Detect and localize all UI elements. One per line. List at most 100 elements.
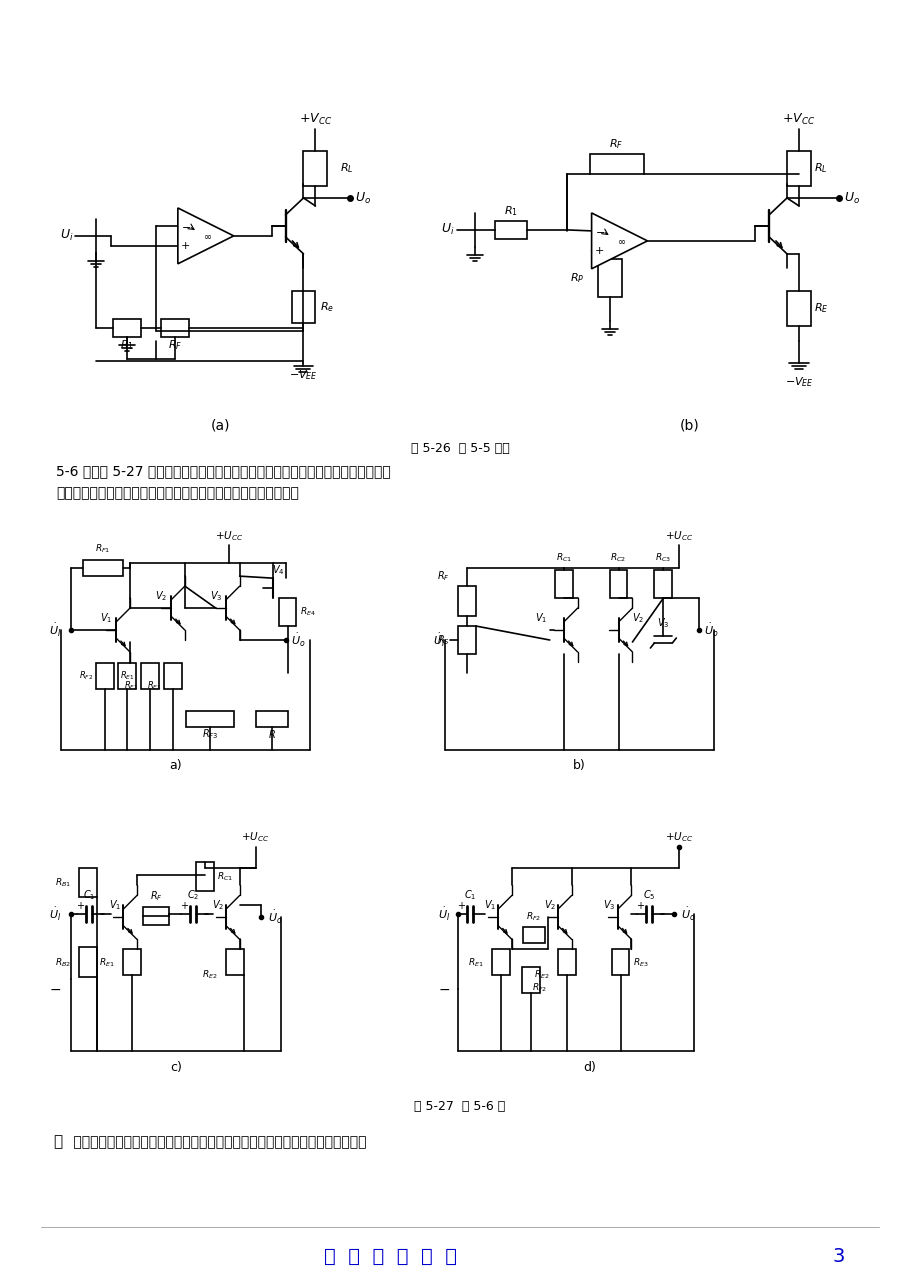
Text: $R_{C3}$: $R_{C3}$ bbox=[654, 553, 671, 564]
Bar bbox=[589, 155, 643, 174]
Bar bbox=[164, 663, 182, 689]
Bar bbox=[554, 571, 572, 598]
Text: $R_{B2}$: $R_{B2}$ bbox=[55, 956, 71, 969]
Bar bbox=[492, 949, 509, 975]
Text: $+U_{CC}$: $+U_{CC}$ bbox=[664, 831, 693, 845]
Bar bbox=[557, 949, 575, 975]
Text: $+V_{CC}$: $+V_{CC}$ bbox=[299, 112, 332, 126]
Text: $+V_{CC}$: $+V_{CC}$ bbox=[781, 112, 814, 126]
Text: $\infty$: $\infty$ bbox=[617, 236, 625, 246]
Text: d): d) bbox=[583, 1060, 596, 1074]
Text: $-V_{EE}$: $-V_{EE}$ bbox=[289, 368, 317, 383]
Text: $+U_{CC}$: $+U_{CC}$ bbox=[214, 529, 243, 544]
Bar bbox=[83, 560, 123, 576]
Text: +: + bbox=[595, 246, 604, 255]
Text: $V_2$: $V_2$ bbox=[154, 589, 167, 603]
Text: $R_{F2}$: $R_{F2}$ bbox=[79, 670, 93, 683]
Text: $\dot{U}_I$: $\dot{U}_I$ bbox=[49, 905, 62, 923]
Text: $R_F$: $R_F$ bbox=[150, 890, 162, 903]
Text: 教  材  配  套  课  件: 教 材 配 套 课 件 bbox=[323, 1247, 456, 1266]
Text: $R_F$: $R_F$ bbox=[167, 337, 182, 352]
Text: $R_e$: $R_e$ bbox=[320, 300, 335, 314]
Text: $V_3$: $V_3$ bbox=[603, 899, 615, 912]
Text: $V_2$: $V_2$ bbox=[543, 899, 555, 912]
Bar bbox=[255, 711, 288, 726]
Text: $\dot{U}_I$: $\dot{U}_I$ bbox=[49, 622, 62, 639]
Bar bbox=[79, 868, 97, 898]
Text: $-$: $-$ bbox=[437, 983, 449, 996]
Bar bbox=[141, 663, 159, 689]
Text: $-$: $-$ bbox=[49, 983, 62, 996]
Text: 5-6 说明图 5-27 所示各电路的反馈类型，并说明哪些可以稳定输出电压；哪些可以: 5-6 说明图 5-27 所示各电路的反馈类型，并说明哪些可以稳定输出电压；哪些… bbox=[56, 465, 391, 478]
Text: $\dot{U}_o$: $\dot{U}_o$ bbox=[681, 905, 695, 923]
Bar bbox=[458, 626, 475, 654]
Bar bbox=[123, 949, 141, 975]
Text: $V_1$: $V_1$ bbox=[535, 612, 547, 625]
Text: $R_{F1}$: $R_{F1}$ bbox=[96, 544, 110, 555]
Text: +: + bbox=[181, 241, 190, 251]
Text: $R_L$: $R_L$ bbox=[340, 161, 354, 175]
Text: $+U_{CC}$: $+U_{CC}$ bbox=[241, 831, 269, 845]
Text: $V_1$: $V_1$ bbox=[100, 612, 112, 625]
Bar bbox=[786, 291, 810, 326]
Bar bbox=[609, 571, 627, 598]
Text: $C_5$: $C_5$ bbox=[642, 889, 655, 903]
Bar bbox=[79, 948, 97, 978]
Text: $R_E$: $R_E$ bbox=[813, 301, 828, 314]
Bar bbox=[786, 151, 810, 185]
Text: $R_{F3}$: $R_{F3}$ bbox=[201, 726, 218, 741]
Text: $U_o$: $U_o$ bbox=[355, 191, 371, 206]
Text: $\dot{U}_o$: $\dot{U}_o$ bbox=[704, 622, 718, 639]
Text: b): b) bbox=[573, 759, 585, 773]
Text: +: + bbox=[457, 902, 464, 912]
Text: +: + bbox=[179, 902, 187, 912]
Text: a): a) bbox=[169, 759, 182, 773]
Text: $R_1$: $R_1$ bbox=[119, 337, 134, 352]
Bar bbox=[118, 663, 136, 689]
Text: $R_P$: $R_P$ bbox=[570, 270, 584, 285]
Text: $U_i$: $U_i$ bbox=[60, 228, 74, 243]
Text: $R$: $R$ bbox=[267, 728, 275, 739]
Text: +: + bbox=[76, 902, 84, 912]
Text: $R_{E3}$: $R_{E3}$ bbox=[633, 956, 649, 969]
Bar bbox=[278, 598, 296, 626]
Text: $-$: $-$ bbox=[594, 227, 604, 236]
Polygon shape bbox=[177, 207, 233, 264]
Bar bbox=[186, 711, 233, 726]
Bar bbox=[303, 151, 327, 185]
Bar bbox=[494, 222, 527, 238]
Text: 3: 3 bbox=[832, 1247, 845, 1266]
Text: c): c) bbox=[170, 1060, 182, 1074]
Text: $R_{B1}$: $R_{B1}$ bbox=[55, 876, 71, 889]
Text: $V_1$: $V_1$ bbox=[483, 899, 495, 912]
Text: $R_F$: $R_F$ bbox=[608, 138, 623, 151]
Text: $R_{E1}$: $R_{E1}$ bbox=[468, 956, 483, 969]
Text: $R_L$: $R_L$ bbox=[813, 161, 826, 175]
Text: $R_{E2}$: $R_{E2}$ bbox=[534, 969, 550, 980]
Text: +: + bbox=[636, 902, 643, 912]
Bar bbox=[142, 908, 169, 925]
Text: 稳定输出电流；哪些可以提高输入电阵；哪些可以降低输出电阵。: 稳定输出电流；哪些可以提高输入电阵；哪些可以降低输出电阵。 bbox=[56, 487, 299, 500]
Text: (b): (b) bbox=[679, 419, 698, 433]
Bar bbox=[522, 927, 544, 943]
Text: $R_{E2}$: $R_{E2}$ bbox=[202, 969, 218, 980]
Bar bbox=[96, 663, 114, 689]
Bar bbox=[225, 949, 244, 975]
Bar bbox=[458, 586, 475, 616]
Text: $R_{F2}$: $R_{F2}$ bbox=[531, 981, 547, 993]
Bar bbox=[611, 949, 629, 975]
Bar bbox=[161, 318, 188, 336]
Text: $V_1$: $V_1$ bbox=[108, 899, 121, 912]
Text: $\dot{U}_I$: $\dot{U}_I$ bbox=[432, 631, 445, 649]
Text: 图 5-27  题 5-6 图: 图 5-27 题 5-6 图 bbox=[414, 1100, 505, 1114]
Bar bbox=[653, 571, 672, 598]
Text: $C_1$: $C_1$ bbox=[83, 889, 96, 903]
Text: $U_i$: $U_i$ bbox=[441, 223, 455, 237]
Text: $-$: $-$ bbox=[180, 222, 190, 231]
Text: 根据电路结构可知反馈若从输出端引出则为电压反馈，若从非输出端引出则为电: 根据电路结构可知反馈若从输出端引出则为电压反馈，若从非输出端引出则为电 bbox=[69, 1135, 367, 1149]
Text: $R_{E4}$: $R_{E4}$ bbox=[301, 605, 316, 618]
Text: $R_S$: $R_S$ bbox=[437, 634, 449, 647]
Text: $-V_{EE}$: $-V_{EE}$ bbox=[784, 376, 812, 389]
Polygon shape bbox=[591, 213, 647, 269]
Text: $R_{C1}$: $R_{C1}$ bbox=[217, 871, 233, 882]
